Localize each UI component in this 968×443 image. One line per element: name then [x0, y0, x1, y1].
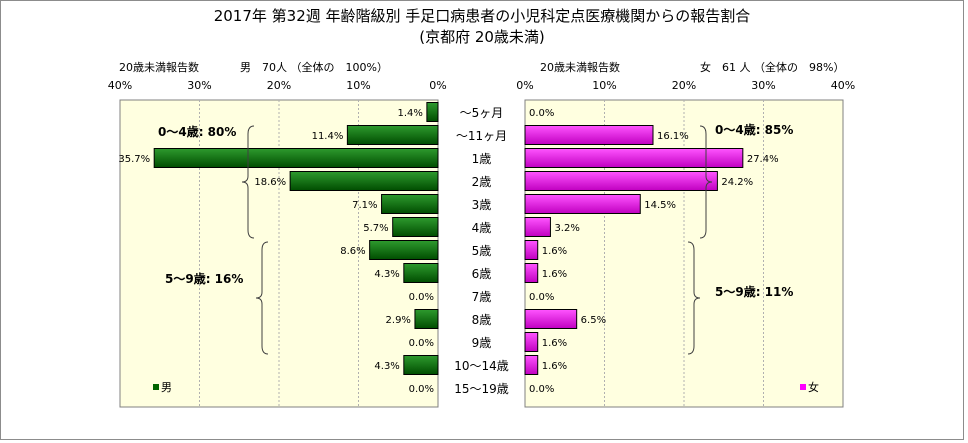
category-label: 2歳	[472, 175, 492, 189]
female-header-count-label: 20歳未満報告数	[540, 61, 620, 74]
male-bar	[346, 125, 439, 145]
male-data-label: 7.1%	[352, 200, 377, 211]
male-header-total: 男 70人 （全体の 100%）	[240, 60, 388, 74]
male-data-label: 0.0%	[409, 292, 434, 303]
male-bar	[414, 309, 439, 329]
male-data-label: 0.0%	[409, 338, 434, 349]
male-bar	[289, 171, 439, 191]
female-bar	[524, 217, 551, 237]
male-legend-label: 男	[161, 381, 172, 394]
male-bar	[381, 194, 439, 214]
female-bar	[524, 148, 744, 168]
male-x-tick-label: 20%	[267, 79, 291, 92]
female-bar	[524, 309, 578, 329]
female-data-label: 16.1%	[657, 131, 689, 142]
female-x-tick-label: 40%	[831, 79, 855, 92]
category-label: 10～14歳	[454, 359, 509, 373]
category-label: 4歳	[472, 221, 492, 235]
male-header-count-label: 20歳未満報告数	[119, 61, 199, 74]
male-bar	[369, 240, 439, 260]
category-label: 5歳	[472, 244, 492, 258]
male-bracket-label-0-4: 0～4歳: 80%	[158, 124, 236, 139]
female-bracket-label-0-4: 0～4歳: 85%	[715, 122, 793, 137]
female-bracket-0-4	[699, 125, 713, 239]
male-bar	[426, 102, 439, 122]
female-data-label: 6.5%	[581, 315, 606, 326]
category-label: 8歳	[472, 313, 492, 327]
male-bar	[403, 355, 439, 375]
category-label: 1歳	[472, 152, 492, 166]
female-header-total: 女 61 人 （全体の 98%）	[700, 60, 844, 74]
female-bracket-label-5-9: 5～9歳: 11%	[715, 284, 793, 299]
male-bar	[153, 148, 439, 168]
male-bar	[403, 263, 439, 283]
male-data-label: 35.7%	[118, 154, 150, 165]
female-data-label: 1.6%	[542, 361, 567, 372]
female-bar	[524, 194, 641, 214]
male-x-tick-label: 40%	[108, 79, 132, 92]
female-data-label: 1.6%	[542, 269, 567, 280]
female-legend-label: 女	[808, 380, 819, 394]
female-data-label: 0.0%	[529, 108, 554, 119]
female-legend-swatch	[800, 384, 806, 390]
female-bar	[524, 125, 654, 145]
female-x-tick-label: 20%	[672, 79, 696, 92]
female-data-label: 3.2%	[554, 223, 579, 234]
female-bar	[524, 240, 539, 260]
male-bracket-0-4	[241, 125, 255, 239]
male-x-tick-label: 10%	[346, 79, 370, 92]
male-data-label: 8.6%	[340, 246, 365, 257]
male-x-tick-label: 0%	[429, 79, 446, 92]
female-x-tick-label: 30%	[751, 79, 775, 92]
male-data-label: 11.4%	[312, 131, 344, 142]
female-bar	[524, 355, 539, 375]
male-data-label: 4.3%	[374, 361, 399, 372]
male-bracket-5-9	[255, 241, 269, 355]
female-data-label: 14.5%	[644, 200, 676, 211]
female-data-label: 0.0%	[529, 384, 554, 395]
female-x-tick-label: 10%	[592, 79, 616, 92]
category-label: ～11ヶ月	[456, 129, 507, 143]
category-label: 3歳	[472, 198, 492, 212]
male-data-label: 4.3%	[374, 269, 399, 280]
female-data-label: 1.6%	[542, 246, 567, 257]
category-label: 7歳	[472, 290, 492, 304]
female-data-label: 27.4%	[747, 154, 779, 165]
female-data-label: 24.2%	[721, 177, 753, 188]
female-bracket-5-9	[687, 241, 701, 355]
category-label: 6歳	[472, 267, 492, 281]
male-data-label: 0.0%	[409, 384, 434, 395]
chart-subtitle: (京都府 20歳未満)	[419, 28, 545, 46]
category-label: 15～19歳	[454, 382, 509, 396]
category-label: 9歳	[472, 336, 492, 350]
female-bar	[524, 332, 539, 352]
female-bar	[524, 263, 539, 283]
male-data-label: 1.4%	[397, 108, 422, 119]
female-bar	[524, 171, 718, 191]
female-data-label: 0.0%	[529, 292, 554, 303]
female-x-tick-label: 0%	[516, 79, 533, 92]
male-bracket-label-5-9: 5～9歳: 16%	[165, 271, 243, 286]
male-data-label: 2.9%	[386, 315, 411, 326]
male-x-tick-label: 30%	[187, 79, 211, 92]
male-bar	[392, 217, 439, 237]
category-label: ～5ヶ月	[460, 106, 504, 120]
male-data-label: 5.7%	[363, 223, 388, 234]
female-data-label: 1.6%	[542, 338, 567, 349]
chart-title: 2017年 第32週 年齢階級別 手足口病患者の小児科定点医療機関からの報告割合	[213, 7, 751, 25]
male-data-label: 18.6%	[254, 177, 286, 188]
male-legend-swatch	[153, 384, 159, 390]
